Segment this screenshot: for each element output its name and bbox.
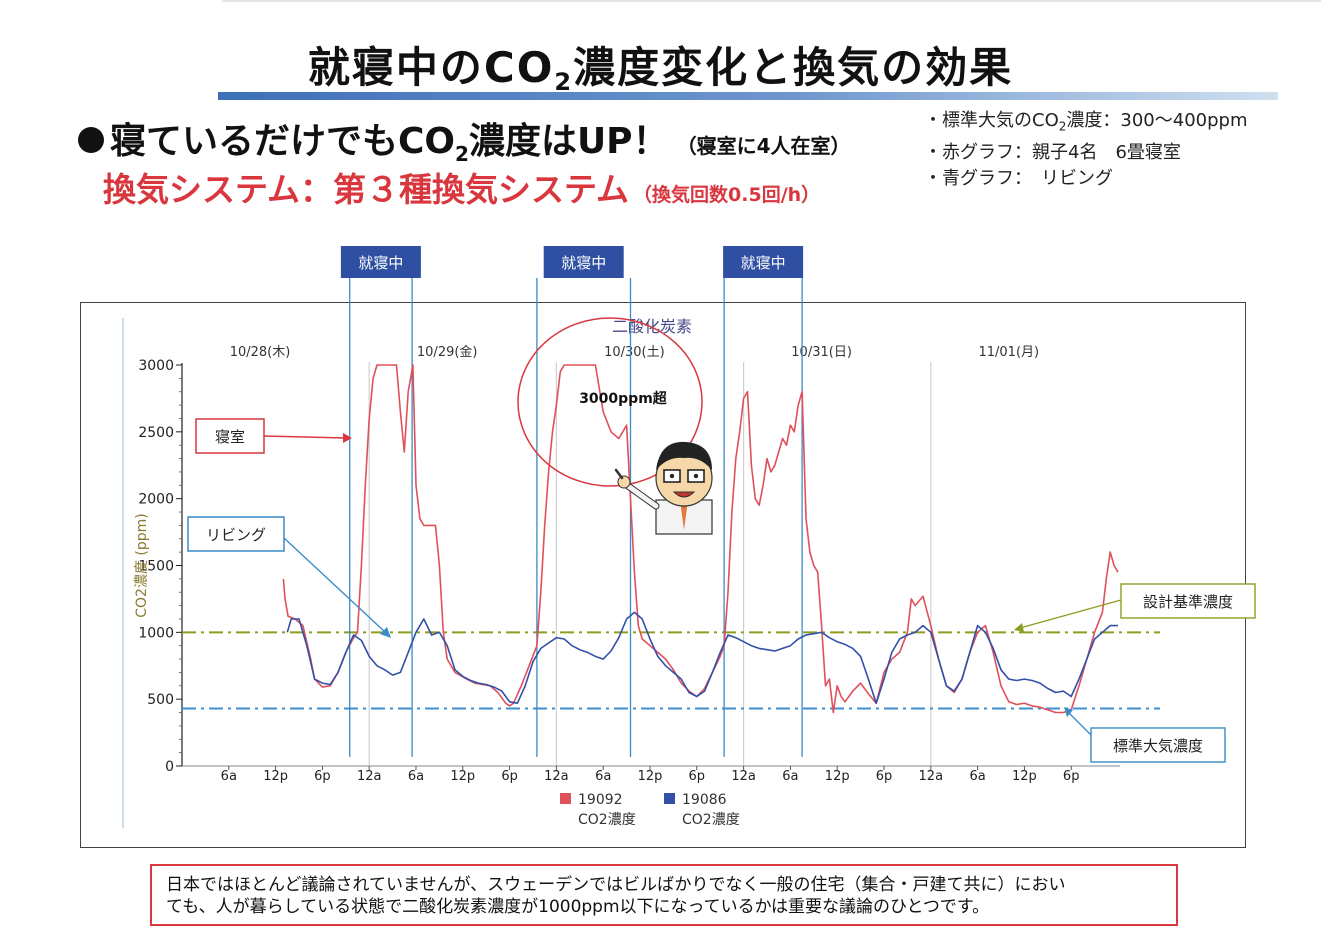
living-callout-arrow — [283, 537, 386, 633]
sleep-label-box-2 — [723, 246, 804, 278]
footer-line-1: 日本ではほとんど議論されていませんが、スウェーデンではビルばかりでなく一般の住宅… — [166, 875, 1066, 895]
living-callout-box — [187, 516, 285, 552]
x-tick-label-6: 6p — [501, 769, 518, 784]
bullet-icon — [78, 127, 104, 153]
chart-frame — [80, 302, 1246, 848]
x-tick-label-17: 12p — [1012, 769, 1037, 784]
x-tick-label-1: 12p — [263, 769, 288, 784]
note-standard-atmosphere: ・標準大気のCO2濃度：300～400ppm — [924, 110, 1248, 134]
y-tick-label-1: 500 — [147, 692, 174, 708]
x-tick-label-10: 6p — [689, 769, 706, 784]
sleep-label-1: 就寝中 — [561, 254, 606, 272]
x-tick-label-13: 12p — [825, 769, 850, 784]
living-callout-arrowhead — [380, 627, 391, 638]
x-tick-label-18: 6p — [1063, 769, 1080, 784]
x-tick-label-8: 6a — [595, 769, 611, 784]
ventilation-subheading: 換気システム：第３種換気システム （換気回数0.5回/h） — [103, 170, 821, 209]
page-title: 就寝中のCO2濃度変化と換気の効果 — [307, 43, 1014, 96]
x-tick-label-16: 6a — [969, 769, 985, 784]
bedroom-callout-arrow — [263, 435, 347, 439]
x-tick-label-14: 6p — [876, 769, 893, 784]
standard-atmosphere-callout-arrow — [1067, 711, 1092, 736]
sleep-label-0: 就寝中 — [358, 254, 403, 272]
note-blue-graph: ・青グラフ： リビング — [924, 167, 1113, 189]
design-standard-callout-box — [1120, 583, 1256, 619]
day-label-0: 10/28(木) — [230, 345, 291, 360]
ventilation-rate-note: （換気回数0.5回/h） — [633, 184, 821, 206]
top-rule — [222, 0, 1321, 2]
standard-atmosphere-callout-label: 標準大気濃度 — [1113, 737, 1203, 755]
x-tick-label-4: 6a — [408, 769, 424, 784]
design-standard-callout-arrowhead — [1014, 623, 1024, 632]
x-tick-label-7: 12a — [544, 769, 569, 784]
design-standard-callout-arrow — [1019, 599, 1122, 629]
x-tick-label-0: 6a — [221, 769, 237, 784]
x-tick-label-2: 6p — [314, 769, 331, 784]
notes-list: ・標準大気のCO2濃度：300～400ppm ・赤グラフ：親子4名 6畳寝室 ・… — [924, 108, 1248, 192]
legend-code-19086: 19086 — [682, 792, 727, 808]
living-callout-label: リビング — [206, 526, 266, 544]
professor-illustration-part — [614, 468, 624, 480]
day-label-4: 11/01(月) — [978, 345, 1039, 360]
footer-line-2: ても、人が暮らしている状態で二酸化炭素濃度が1000ppm以下になっているかは重… — [166, 897, 990, 917]
day-label-2: 10/30(土) — [604, 345, 665, 360]
bedroom-callout-arrowhead — [343, 433, 352, 443]
x-tick-label-5: 12p — [450, 769, 475, 784]
highlight-circle — [517, 317, 703, 487]
professor-illustration-part — [693, 473, 699, 479]
legend-label-19092: CO2濃度 — [578, 812, 636, 828]
sleep-label-box-1 — [543, 246, 624, 278]
title-underline-bar — [218, 92, 1278, 100]
y-tick-label-0: 0 — [165, 759, 174, 775]
design-standard-callout-label: 設計基準濃度 — [1143, 593, 1233, 611]
headline-note: （寝室に4人在室） — [676, 134, 851, 158]
x-tick-label-11: 12a — [731, 769, 756, 784]
professor-illustration-part — [672, 491, 696, 498]
x-tick-label-15: 12a — [919, 769, 944, 784]
legend-label-19086: CO2濃度 — [682, 812, 740, 828]
x-tick-label-12: 6a — [782, 769, 798, 784]
professor-illustration-part — [669, 473, 675, 479]
professor-illustration-part — [680, 500, 688, 530]
legend-swatch-19086 — [664, 793, 675, 804]
professor-illustration — [614, 441, 713, 535]
series-line-19086 — [286, 611, 1118, 704]
note-red-graph: ・赤グラフ：親子4名 6畳寝室 — [924, 141, 1181, 163]
x-tick-label-3: 12a — [357, 769, 382, 784]
legend-swatch-19092 — [560, 793, 571, 804]
day-label-3: 10/31(日) — [791, 345, 852, 360]
bedroom-callout-box — [195, 418, 265, 454]
annotation-3000ppm: 3000ppm超 — [579, 390, 668, 407]
y-axis-label: CO2濃度 (ppm) — [134, 513, 150, 618]
professor-illustration-part — [656, 441, 712, 470]
y-tick-label-5: 2500 — [138, 425, 174, 441]
professor-illustration-part — [617, 475, 631, 489]
x-tick-label-9: 12p — [638, 769, 663, 784]
day-label-1: 10/29(金) — [417, 344, 478, 360]
standard-atmosphere-callout-arrowhead — [1064, 707, 1073, 717]
footer-note-box: 日本ではほとんど議論されていませんが、スウェーデンではビルばかりでなく一般の住宅… — [150, 864, 1178, 926]
standard-atmosphere-callout-box — [1090, 727, 1226, 763]
legend-code-19092: 19092 — [578, 792, 623, 808]
headline: 寝ているだけでもCO2濃度はUP！ （寝室に4人在室） — [78, 112, 851, 166]
y-tick-label-4: 2000 — [138, 492, 174, 508]
y-tick-label-2: 1000 — [138, 625, 174, 641]
sleep-label-box-0 — [340, 246, 421, 278]
professor-illustration-part — [625, 483, 659, 509]
bedroom-callout-label: 寝室 — [215, 428, 245, 446]
y-tick-label-6: 3000 — [138, 358, 174, 374]
y-tick-label-3: 1500 — [138, 559, 174, 575]
sleep-label-2: 就寝中 — [741, 254, 786, 272]
